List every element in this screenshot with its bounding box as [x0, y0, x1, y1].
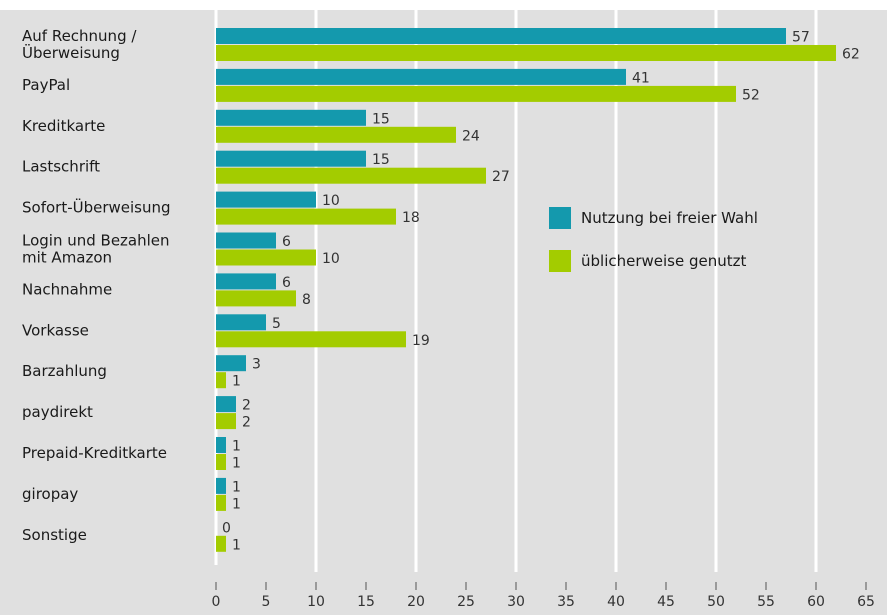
bar-usual — [216, 413, 236, 430]
x-tick-label-40: 40 — [607, 594, 625, 610]
x-tick-label-20: 20 — [407, 594, 425, 610]
data-label: 19 — [412, 333, 430, 349]
data-label: 1 — [232, 374, 241, 390]
category-label: Prepaid-Kreditkarte — [22, 444, 167, 462]
x-tick-label-50: 50 — [707, 594, 725, 610]
data-label: 24 — [462, 128, 480, 144]
category-label: Barzahlung — [22, 362, 107, 380]
bar-free-choice — [216, 355, 246, 372]
data-label: 2 — [242, 398, 251, 414]
data-label: 57 — [792, 30, 810, 46]
bar-free-choice — [216, 150, 366, 167]
category-label: Login und Bezahlen — [22, 232, 170, 250]
data-label: 6 — [282, 234, 291, 250]
x-tick-label-15: 15 — [357, 594, 375, 610]
data-label: 0 — [222, 520, 231, 536]
data-label: 1 — [232, 496, 241, 512]
category-label: paydirekt — [22, 403, 93, 421]
bar-usual — [216, 290, 296, 307]
legend-label-free-choice: Nutzung bei freier Wahl — [581, 209, 758, 227]
data-label: 6 — [282, 275, 291, 291]
x-tick-label-5: 5 — [262, 594, 271, 610]
bar-usual — [216, 454, 226, 470]
legend-label-usual: üblicherweise genutzt — [581, 252, 747, 270]
bar-free-choice — [216, 437, 226, 453]
bar-usual — [216, 372, 226, 389]
bar-free-choice — [216, 191, 316, 208]
bar-free-choice — [216, 396, 236, 413]
data-label: 27 — [492, 169, 510, 185]
x-tick-label-30: 30 — [507, 594, 525, 610]
category-label: Vorkasse — [22, 321, 89, 339]
bar-free-choice — [216, 314, 266, 331]
data-label: 8 — [302, 292, 311, 308]
data-label: 2 — [242, 415, 251, 431]
bar-usual — [216, 167, 486, 184]
x-tick-label-55: 55 — [757, 594, 775, 610]
x-tick-label-35: 35 — [557, 594, 575, 610]
data-label: 41 — [632, 70, 650, 86]
bar-free-choice — [216, 232, 276, 249]
bar-usual — [216, 126, 456, 143]
x-tick-label-10: 10 — [307, 594, 325, 610]
bar-usual — [216, 208, 396, 225]
x-tick-label-25: 25 — [457, 594, 475, 610]
data-label: 3 — [252, 357, 261, 373]
bar-free-choice — [216, 28, 786, 44]
bar-usual — [216, 331, 406, 348]
data-label: 1 — [232, 439, 241, 455]
bar-usual — [216, 535, 226, 552]
x-tick-label-65: 65 — [857, 594, 875, 610]
data-label: 52 — [742, 87, 760, 103]
legend-swatch-free-choice — [549, 207, 571, 229]
data-label: 1 — [232, 479, 241, 495]
category-label: Nachnahme — [22, 280, 112, 298]
category-label: mit Amazon — [22, 249, 112, 267]
x-tick-label-60: 60 — [807, 594, 825, 610]
category-label: Kreditkarte — [22, 117, 105, 135]
category-label: Sonstige — [22, 526, 87, 544]
category-label: Überweisung — [22, 43, 120, 62]
bar-usual — [216, 249, 316, 266]
data-label: 5 — [272, 316, 281, 332]
bar-usual — [216, 85, 736, 102]
data-label: 1 — [232, 537, 241, 553]
data-label: 62 — [842, 47, 860, 63]
data-label: 10 — [322, 193, 340, 209]
bar-free-choice — [216, 477, 226, 494]
data-label: 18 — [402, 210, 420, 226]
bar-free-choice — [216, 68, 626, 85]
bar-free-choice — [216, 109, 366, 126]
data-label: 10 — [322, 251, 340, 267]
legend-swatch-usual — [549, 250, 571, 272]
category-label: Lastschrift — [22, 158, 100, 176]
data-label: 1 — [232, 456, 241, 472]
bar-usual — [216, 45, 836, 61]
category-label: Auf Rechnung / — [22, 27, 137, 45]
x-tick-label-45: 45 — [657, 594, 675, 610]
x-tick-label-0: 0 — [212, 594, 221, 610]
data-label: 15 — [372, 111, 390, 127]
bar-usual — [216, 494, 226, 511]
category-label: Sofort-Überweisung — [22, 198, 171, 217]
category-label: giropay — [22, 485, 78, 503]
bar-free-choice — [216, 273, 276, 290]
data-label: 15 — [372, 152, 390, 168]
category-label: PayPal — [22, 76, 70, 94]
plot-background — [0, 10, 887, 615]
